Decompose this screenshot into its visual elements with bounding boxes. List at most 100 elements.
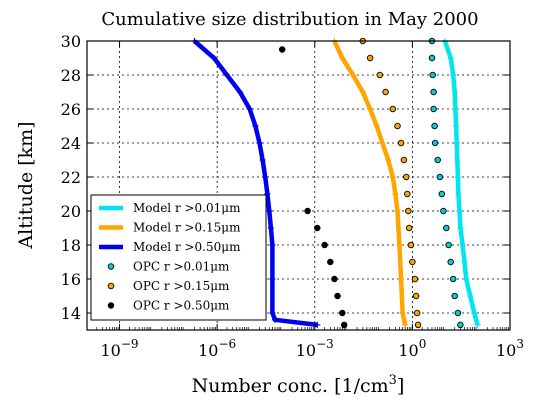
series-marker-0	[456, 208, 463, 214]
series-marker-1	[379, 140, 386, 146]
x-tick-label: 103	[496, 337, 524, 360]
series-marker-2	[266, 208, 273, 214]
legend: Model r >0.01μm Model r >0.15μm Model r >0…	[90, 194, 267, 321]
series-point-5	[321, 241, 328, 249]
series-point-3	[457, 321, 464, 329]
series-point-3	[428, 54, 436, 62]
series-point-4	[407, 241, 415, 249]
x-tick-base: 10	[296, 341, 316, 360]
series-marker-2	[256, 140, 263, 146]
series-marker-1	[399, 310, 406, 316]
series-point-5	[327, 258, 334, 266]
series-marker-1	[385, 157, 392, 163]
series-marker-1	[402, 321, 409, 328]
series-point-4	[409, 258, 416, 266]
series-line-1	[332, 40, 408, 326]
series-point-3	[440, 207, 447, 215]
series-marker-1	[350, 72, 357, 78]
legend-swatch	[107, 282, 115, 290]
series-marker-2	[272, 316, 279, 323]
series-marker-1	[367, 106, 374, 112]
series-point-4	[405, 207, 412, 215]
series-marker-2	[269, 276, 276, 282]
series-point-4	[403, 173, 410, 181]
series-point-4	[414, 321, 422, 329]
series-marker-2	[223, 72, 230, 78]
series-point-3	[430, 88, 437, 96]
x-tick-exp: −9	[121, 337, 139, 351]
y-tick-label: 16	[61, 270, 81, 289]
x-tick-label: 10−6	[198, 337, 236, 360]
series-point-3	[445, 241, 452, 249]
series-marker-1	[394, 208, 401, 214]
series-marker-2	[314, 321, 321, 328]
series-marker-0	[453, 123, 460, 129]
series-point-4	[382, 88, 389, 96]
series-marker-1	[392, 191, 399, 197]
series-marker-2	[246, 106, 253, 112]
x-axis: 10−9 10−6 10−3 100 103	[96, 41, 524, 360]
legend-box	[90, 194, 267, 321]
series-point-3	[443, 224, 450, 232]
series-marker-0	[455, 191, 462, 197]
x-tick-base: 10	[198, 341, 218, 360]
series-point-3	[431, 122, 438, 130]
legend-swatch	[107, 263, 115, 270]
series-point-3	[434, 156, 441, 164]
x-tick-base: 10	[101, 341, 121, 360]
series-marker-0	[461, 259, 468, 265]
series-layer	[191, 37, 481, 329]
series-marker-2	[259, 157, 266, 163]
series-point-3	[436, 173, 444, 181]
legend-swatch	[107, 302, 115, 309]
y-tick-label: 14	[61, 304, 81, 323]
series-point-4	[394, 122, 401, 130]
x-tick-exp: 3	[516, 337, 524, 351]
x-tick-base: 10	[496, 341, 516, 360]
series-marker-2	[236, 89, 243, 95]
series-point-5	[278, 46, 286, 53]
series-point-4	[405, 224, 413, 232]
x-axis-label: Number conc. [1/cm3]	[192, 373, 405, 397]
series-marker-1	[339, 55, 346, 61]
legend-entry: Model r >0.50μm	[133, 240, 241, 254]
legend-entry: Model r >0.01μm	[133, 201, 241, 215]
series-point-3	[431, 139, 439, 147]
series-point-4	[412, 292, 420, 300]
series-point-5	[314, 224, 321, 232]
series-marker-1	[389, 174, 396, 180]
series-marker-1	[359, 89, 366, 95]
y-axis: 14 16 18 20 22 24 26 28 30	[61, 32, 510, 323]
chart-title: Cumulative size distribution in May 2000	[101, 9, 478, 30]
series-marker-0	[467, 293, 474, 299]
series-point-5	[334, 292, 341, 300]
series-marker-0	[459, 242, 466, 248]
series-marker-1	[373, 123, 380, 129]
legend-entry: OPC r >0.01μm	[133, 260, 230, 274]
y-tick-label: 24	[61, 134, 81, 153]
series-marker-0	[447, 55, 454, 61]
series-marker-0	[474, 321, 481, 328]
series-marker-0	[451, 89, 458, 95]
series-marker-2	[269, 242, 276, 248]
x-tick-exp: 0	[419, 337, 427, 351]
y-tick-label: 28	[61, 66, 81, 85]
legend-entry: OPC r >0.15μm	[133, 279, 230, 293]
legend-entry: Model r >0.15μm	[133, 221, 241, 235]
series-point-3	[438, 190, 446, 198]
series-marker-0	[450, 72, 457, 78]
x-tick-exp: −3	[316, 337, 334, 351]
y-tick-label: 18	[61, 236, 81, 255]
series-point-5	[339, 309, 346, 317]
series-point-5	[304, 207, 311, 215]
y-tick-label: 30	[61, 32, 81, 51]
series-point-4	[397, 139, 405, 147]
series-point-3	[430, 105, 437, 113]
series-point-3	[429, 71, 436, 79]
series-marker-0	[463, 276, 470, 282]
x-tick-label: 10−9	[101, 337, 139, 360]
series-marker-2	[267, 225, 274, 231]
series-point-4	[413, 309, 421, 317]
series-point-5	[331, 275, 338, 283]
y-tick-label: 20	[61, 202, 81, 221]
